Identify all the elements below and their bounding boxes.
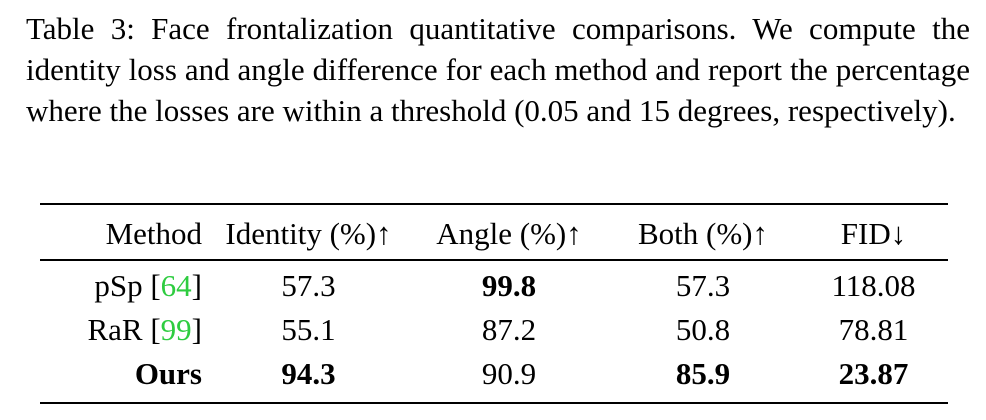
- method-name: pSp: [94, 268, 143, 303]
- table-bottom-rule: [40, 402, 948, 404]
- identity-cell: 57.3: [281, 268, 336, 303]
- header-both: Both (%)↑: [637, 216, 768, 251]
- identity-cell: 94.3: [281, 356, 336, 391]
- citation-link[interactable]: 99: [160, 312, 192, 347]
- table-top-rule: [40, 203, 948, 205]
- fid-cell: 23.87: [838, 356, 909, 391]
- header-angle: Angle (%)↑: [436, 216, 582, 251]
- angle-cell: 90.9: [481, 356, 537, 391]
- method-cell: Ours: [134, 356, 202, 391]
- table-row: RaR [99] 55.1 87.2 50.8 78.81: [40, 308, 948, 352]
- both-cell: 50.8: [675, 312, 731, 347]
- table-caption: Table 3: Face frontalization quantitativ…: [26, 11, 970, 128]
- header-identity: Identity (%)↑: [225, 216, 392, 251]
- both-cell: 85.9: [675, 356, 731, 391]
- table-header-rule: [40, 259, 948, 261]
- fid-cell: 78.81: [838, 312, 909, 347]
- results-table: Method Identity (%)↑ Angle (%)↑ Both (%)…: [40, 210, 948, 396]
- method-cell: pSp [64]: [94, 268, 202, 303]
- identity-cell: 55.1: [281, 312, 336, 347]
- angle-cell: 87.2: [481, 312, 537, 347]
- table-header-row: Method Identity (%)↑ Angle (%)↑ Both (%)…: [40, 210, 948, 258]
- both-cell: 57.3: [675, 268, 731, 303]
- header-fid: FID↓: [840, 216, 907, 251]
- method-name: RaR: [87, 312, 143, 347]
- fid-cell: 118.08: [831, 268, 916, 303]
- table-row: Ours 94.3 90.9 85.9 23.87: [40, 352, 948, 396]
- table-row: pSp [64] 57.3 99.8 57.3 118.08: [40, 258, 948, 308]
- method-cell: RaR [99]: [87, 312, 202, 347]
- citation-link[interactable]: 64: [160, 268, 192, 303]
- header-method: Method: [105, 216, 202, 251]
- angle-cell: 99.8: [481, 268, 537, 303]
